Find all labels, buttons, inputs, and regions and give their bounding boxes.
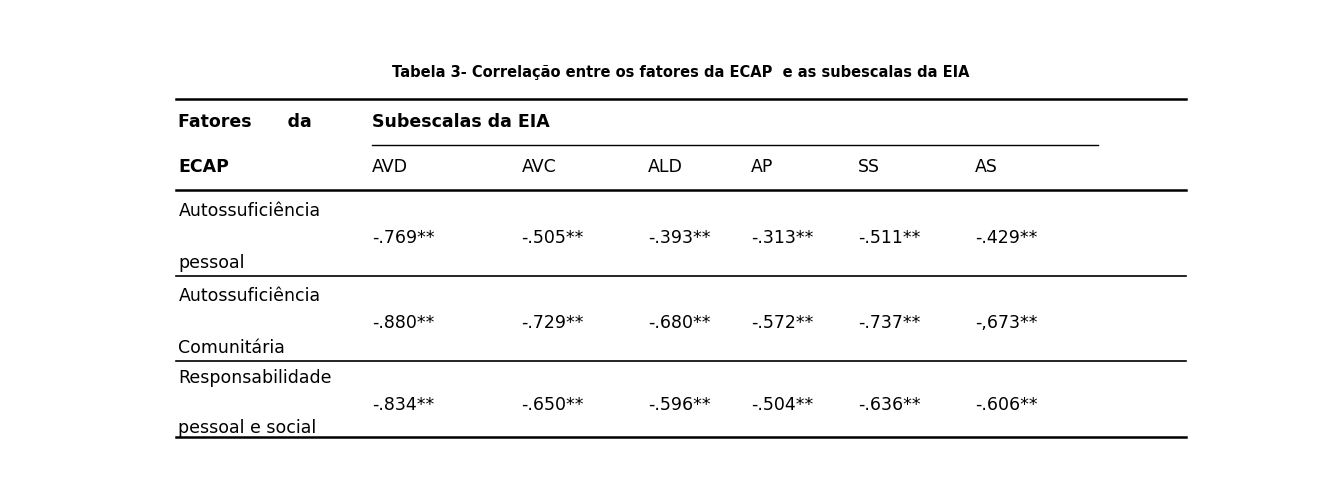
Text: -.313**: -.313** [751,229,813,246]
Text: Autossuficiência: Autossuficiência [178,202,320,220]
Text: AS: AS [974,158,998,176]
Text: -.880**: -.880** [372,314,435,332]
Text: Tabela 3- Correlação entre os fatores da ECAP  e as subescalas da EIA: Tabela 3- Correlação entre os fatores da… [392,65,970,80]
Text: -.596**: -.596** [649,395,711,414]
Text: -.680**: -.680** [649,314,711,332]
Text: AVD: AVD [372,158,408,176]
Text: -.505**: -.505** [521,229,583,246]
Text: Responsabilidade: Responsabilidade [178,369,332,387]
Text: -.393**: -.393** [649,229,711,246]
Text: -.769**: -.769** [372,229,435,246]
Text: -.572**: -.572** [751,314,813,332]
Text: Comunitária: Comunitária [178,339,286,357]
Text: -.636**: -.636** [859,395,921,414]
Text: ALD: ALD [649,158,683,176]
Text: -.650**: -.650** [521,395,583,414]
Text: pessoal e social: pessoal e social [178,419,316,437]
Text: -.729**: -.729** [521,314,583,332]
Text: Autossuficiência: Autossuficiência [178,287,320,306]
Text: -.606**: -.606** [974,395,1037,414]
Text: -.737**: -.737** [859,314,921,332]
Text: AVC: AVC [521,158,557,176]
Text: AP: AP [751,158,773,176]
Text: -.429**: -.429** [974,229,1037,246]
Text: -.511**: -.511** [859,229,921,246]
Text: Fatores      da: Fatores da [178,113,312,131]
Text: pessoal: pessoal [178,254,245,273]
Text: Subescalas da EIA: Subescalas da EIA [372,113,550,131]
Text: -,673**: -,673** [974,314,1037,332]
Text: SS: SS [859,158,880,176]
Text: -.504**: -.504** [751,395,813,414]
Text: ECAP: ECAP [178,158,230,176]
Text: -.834**: -.834** [372,395,435,414]
